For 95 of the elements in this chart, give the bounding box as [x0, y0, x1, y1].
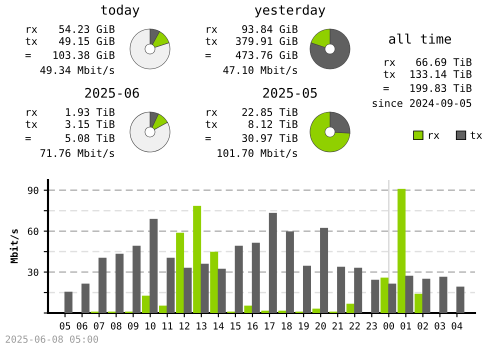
text: 101.70 Mbit/s	[218, 148, 297, 158]
chart-title: yesterday	[254, 4, 326, 18]
text: rx 93.84 GiB	[206, 24, 298, 34]
bar	[132, 246, 141, 313]
bar	[398, 188, 406, 313]
bar	[380, 278, 389, 313]
bar	[456, 286, 464, 313]
x-tick-label: 17	[264, 322, 275, 330]
bar	[422, 278, 430, 313]
text: 47.10 Mbit/s	[223, 66, 297, 75]
text: tx 133.14 TiB	[384, 70, 472, 78]
bar	[320, 228, 328, 313]
bar	[64, 292, 72, 313]
text: tx 8.12 TiB	[206, 120, 298, 128]
text: tx 49.15 GiB	[26, 36, 115, 46]
text: 49.34 Mbit/s	[40, 66, 114, 75]
bar	[337, 266, 346, 313]
x-tick-label: 23	[366, 322, 377, 330]
donut-slice	[310, 28, 350, 70]
bar	[218, 268, 226, 313]
x-tick-label: 04	[452, 322, 462, 330]
text: tx 379.91 GiB	[206, 36, 298, 46]
donut-slice	[310, 112, 350, 152]
bar	[166, 258, 175, 313]
text: tx 3.15 TiB	[26, 120, 115, 128]
x-tick-label: 05	[60, 322, 70, 330]
text: rx 22.85 TiB	[206, 108, 298, 116]
bar	[184, 268, 192, 313]
bar	[98, 258, 107, 313]
y-axis-title: Mbit/s	[10, 229, 19, 264]
bar	[371, 280, 380, 313]
text: since 2024-09-05	[372, 98, 472, 108]
bar	[176, 232, 184, 313]
x-tick-label: 14	[214, 322, 224, 330]
text: = 199.83 TiB	[383, 84, 472, 92]
y-tick-label: 90	[28, 186, 38, 194]
chart-title: 2025-05	[263, 88, 317, 98]
text: all time	[389, 34, 451, 44]
text: rx 54.23 GiB	[26, 24, 115, 34]
bar	[414, 294, 423, 313]
bar	[116, 254, 124, 313]
bar	[244, 306, 252, 313]
text: = 30.97 TiB	[205, 134, 298, 142]
legend-label: rx	[428, 133, 440, 139]
bar	[200, 264, 209, 313]
donut-slice	[130, 28, 170, 70]
chart-title: 2025-06	[85, 88, 139, 98]
x-tick-label: 02	[418, 322, 428, 330]
bar	[234, 246, 243, 313]
x-tick-label: 16	[248, 322, 258, 330]
bar	[150, 218, 158, 313]
text: 2025-06-08 05:00	[6, 335, 98, 343]
text: rx 66.69 TiB	[384, 58, 472, 66]
x-tick-label: 03	[434, 322, 446, 330]
x-tick-label: 00	[384, 322, 394, 330]
text: 71.76 Mbit/s	[40, 148, 114, 158]
bar	[268, 212, 277, 313]
x-tick-label: 09	[128, 322, 138, 330]
y-tick-label: 60	[28, 228, 38, 236]
x-tick-label: 11	[162, 322, 172, 330]
donut-slice	[130, 112, 170, 152]
bar	[354, 268, 362, 313]
x-tick-label: 19	[298, 322, 309, 330]
chart-title: today	[100, 4, 140, 18]
x-tick-label: 06	[76, 322, 88, 330]
bar	[252, 242, 260, 313]
x-tick-label: 15	[230, 322, 241, 330]
text: rx 1.93 TiB	[26, 108, 115, 116]
x-tick-label: 22	[350, 322, 360, 330]
legend-label: tx	[470, 132, 482, 139]
x-tick-label: 10	[146, 322, 156, 330]
bar	[159, 306, 168, 313]
bar	[81, 284, 90, 313]
bar	[312, 308, 320, 313]
text: = 103.38 GiB	[25, 50, 115, 60]
text: = 473.76 GiB	[205, 50, 298, 60]
x-tick-label: 07	[94, 322, 104, 330]
x-tick-label: 13	[196, 322, 206, 330]
x-tick-label: 18	[282, 322, 292, 330]
x-tick-label: 12	[180, 322, 190, 330]
x-tick-label: 21	[332, 322, 343, 330]
bar	[193, 206, 202, 313]
x-tick-label: 01	[400, 322, 412, 330]
text: = 5.08 TiB	[25, 134, 115, 142]
bar	[286, 231, 294, 313]
bar	[142, 296, 150, 313]
bar	[439, 276, 448, 313]
bar	[388, 284, 396, 313]
bar	[210, 252, 218, 313]
bar	[405, 276, 414, 313]
bar	[346, 304, 354, 313]
x-tick-label: 20	[315, 322, 326, 330]
x-tick-label: 08	[110, 322, 122, 330]
y-tick-label: 30	[28, 268, 38, 276]
bar	[302, 266, 311, 313]
